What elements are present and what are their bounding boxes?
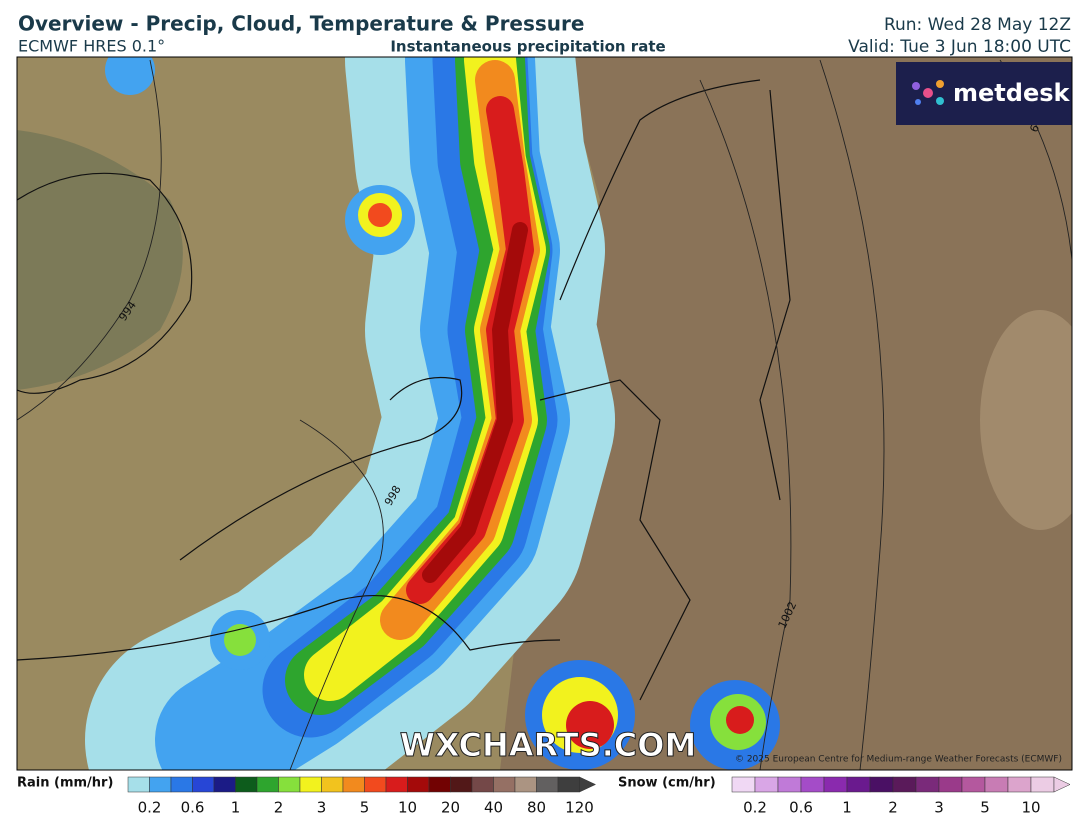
legend-tick: 120: [565, 799, 594, 817]
title: Overview - Precip, Cloud, Temperature & …: [18, 12, 584, 36]
isobar-label: 6: [1027, 123, 1042, 134]
legend-swatch: [471, 776, 494, 793]
model: ECMWF HRES 0.1°: [18, 37, 165, 56]
legend-swatch: [800, 776, 825, 793]
legend-swatch: [514, 776, 537, 793]
legend-label: Snow (cm/hr): [618, 776, 716, 791]
legend-tick: 0.2: [743, 799, 767, 817]
legend-swatch: [170, 776, 193, 793]
legend-tick: 40: [484, 799, 503, 817]
legend-swatch: [557, 776, 580, 793]
legend-swatch: [364, 776, 387, 793]
legend-tick: 5: [360, 799, 370, 817]
legend-swatch: [192, 776, 215, 793]
legend-tick: 80: [527, 799, 546, 817]
legend-swatch: [407, 776, 430, 793]
legend-swatch: [299, 776, 322, 793]
legend-swatch: [1030, 776, 1055, 793]
legend-swatch: [536, 776, 559, 793]
legend-tick: 1: [231, 799, 241, 817]
legend-label: Rain (mm/hr): [17, 776, 113, 791]
legend-arrow: [579, 776, 597, 793]
legend-swatch: [235, 776, 258, 793]
field: Instantaneous precipitation rate: [390, 38, 665, 56]
legend-swatch: [450, 776, 473, 793]
legend-tick: 2: [888, 799, 898, 817]
legend-swatch: [1007, 776, 1032, 793]
legend-swatch: [754, 776, 779, 793]
logo-icon: [912, 80, 944, 105]
legend-swatch: [385, 776, 408, 793]
copyright: © 2025 European Centre for Medium-range …: [735, 755, 1062, 765]
legend-swatch: [428, 776, 451, 793]
legend-tick: 2: [274, 799, 284, 817]
legend-tick: 10: [1021, 799, 1040, 817]
legend-swatch: [984, 776, 1009, 793]
legends: Rain (mm/hr) 0.2 0.6 1 2 3 5 10 20 40 80 120 Snow (c…: [17, 776, 1071, 817]
legend-tick: 5: [980, 799, 990, 817]
legend-tick: 0.2: [138, 799, 162, 817]
legend-swatch: [892, 776, 917, 793]
legend-swatch: [493, 776, 516, 793]
legend-swatch: [846, 776, 871, 793]
legend-swatch: [731, 776, 756, 793]
watermark: WXCHARTS.COM: [400, 726, 697, 764]
legend-swatch: [213, 776, 236, 793]
legend-arrow: [1053, 776, 1071, 793]
legend-swatch: [869, 776, 894, 793]
legend-swatch: [256, 776, 279, 793]
logo-text: metdesk: [953, 79, 1071, 107]
legend-swatch: [149, 776, 172, 793]
legend-tick: 20: [441, 799, 460, 817]
legend-swatch: [961, 776, 986, 793]
map-frame: [16, 56, 1073, 771]
legend-swatch: [938, 776, 963, 793]
legend-swatch: [321, 776, 344, 793]
legend-swatch: [278, 776, 301, 793]
legend-swatch: [777, 776, 802, 793]
legend-swatch: [342, 776, 365, 793]
legend-tick: 0.6: [789, 799, 813, 817]
legend-swatch: [823, 776, 848, 793]
map: 994 998 1002 6 metdesk WXCHARTS.COM © 20…: [17, 57, 1072, 770]
legend-tick: 3: [317, 799, 327, 817]
legend-swatch: [915, 776, 940, 793]
legend-tick: 1: [842, 799, 852, 817]
run: Run: Wed 28 May 12Z: [884, 15, 1071, 35]
legend-tick: 3: [934, 799, 944, 817]
legend-tick: 0.6: [181, 799, 205, 817]
legend-tick: 10: [398, 799, 417, 817]
valid: Valid: Tue 3 Jun 18:00 UTC: [848, 37, 1071, 57]
legend-swatch: [127, 776, 150, 793]
